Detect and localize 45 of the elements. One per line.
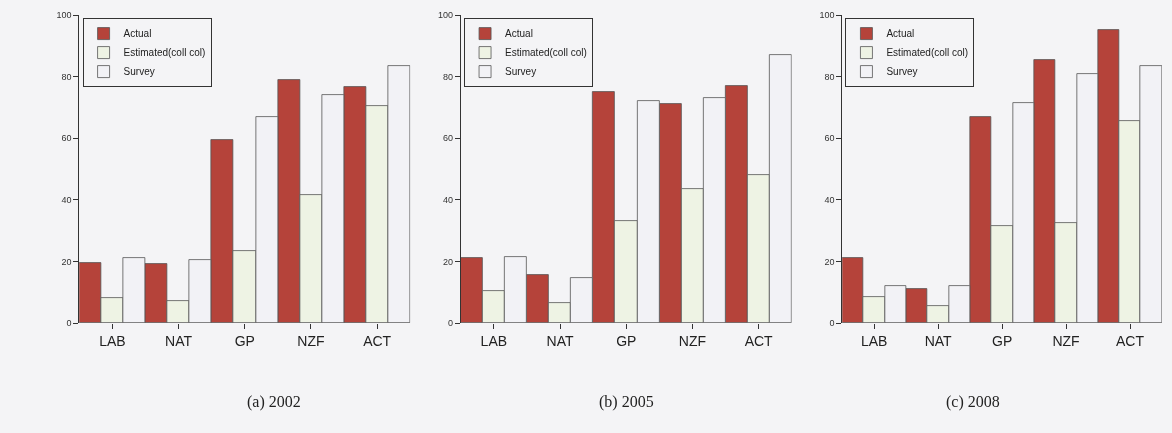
x-tick-label: LAB: [480, 332, 508, 349]
y-tick-label: 80: [442, 71, 453, 82]
x-tick-label: NZF: [678, 332, 707, 349]
x-tick-label: GP: [992, 332, 1013, 349]
x-tick-label: ACT: [363, 332, 392, 349]
y-tick-label: 60: [61, 133, 72, 144]
y-tick-label: 60: [824, 133, 835, 144]
y-tick-label: 100: [56, 10, 72, 21]
legend-label: Actual: [886, 28, 915, 40]
y-tick-label: 40: [824, 194, 835, 205]
x-tick-label: NAT: [165, 332, 193, 349]
x-tick-label: GP: [616, 332, 637, 349]
legend-label: Actual: [505, 28, 533, 40]
y-tick-label: 20: [824, 256, 835, 267]
y-tick-label: 0: [829, 318, 835, 329]
y-tick-label: 100: [819, 10, 835, 21]
y-tick-label: 20: [61, 256, 72, 267]
x-tick-label: NAT: [546, 332, 574, 349]
legend-label: Survey: [886, 66, 918, 78]
legend-label: Estimated(coll col): [886, 47, 969, 59]
x-tick-label: ACT: [744, 332, 774, 349]
y-tick-label: 0: [447, 318, 453, 329]
y-tick-label: 80: [824, 71, 835, 82]
x-tick-label: NAT: [924, 332, 953, 349]
legend-label: Actual: [123, 28, 152, 40]
y-tick-label: 80: [61, 71, 72, 82]
legend-label: Estimated(coll col): [123, 47, 206, 59]
y-tick-label: 40: [61, 194, 72, 205]
x-tick-label: GP: [234, 332, 255, 349]
legend-label: Survey: [123, 66, 155, 78]
y-tick-label: 40: [442, 194, 453, 205]
x-tick-label: LAB: [860, 332, 888, 349]
text: (c) 2008: [946, 393, 1000, 411]
legend-label: Estimated(coll col): [505, 47, 587, 59]
y-tick-label: 60: [442, 133, 453, 144]
y-tick-label: 100: [437, 10, 453, 21]
text: (a) 2002: [247, 393, 301, 411]
legend-label: Survey: [505, 66, 537, 78]
x-tick-label: NZF: [297, 332, 325, 349]
text: (b) 2005: [599, 393, 654, 411]
x-tick-label: LAB: [99, 332, 126, 349]
y-tick-label: 0: [66, 318, 72, 329]
y-tick-label: 20: [442, 256, 453, 267]
x-tick-label: ACT: [1116, 332, 1145, 349]
x-tick-label: NZF: [1052, 332, 1080, 349]
